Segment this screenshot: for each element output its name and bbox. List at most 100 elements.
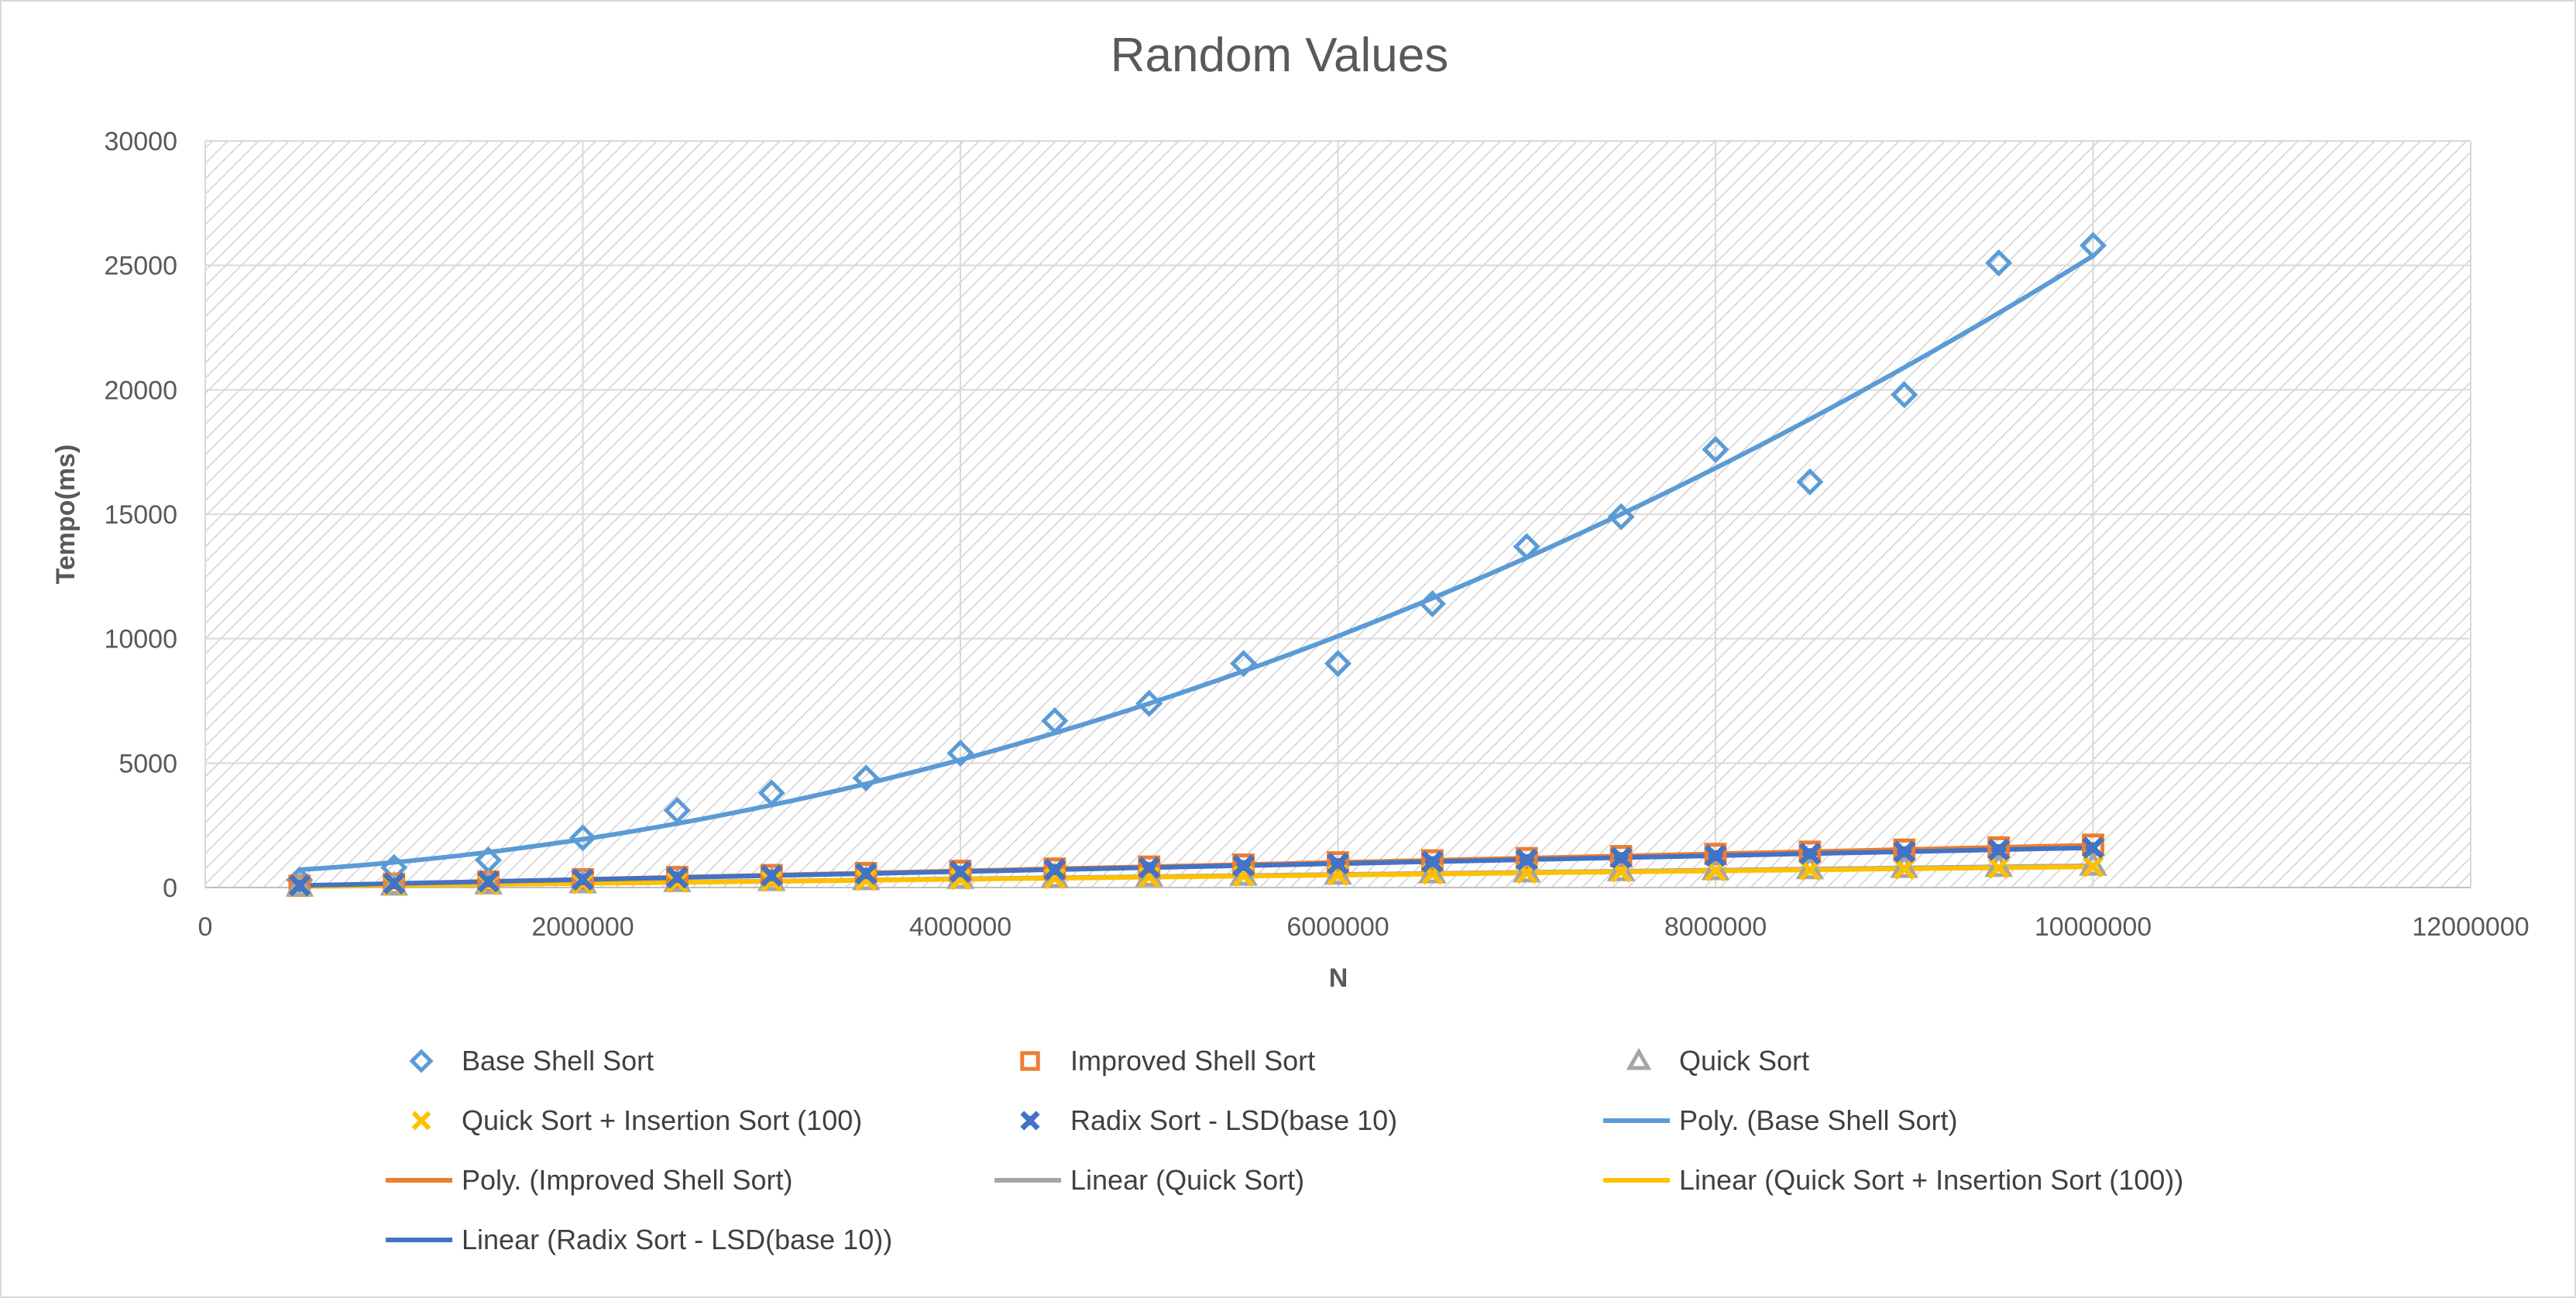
data-point: [1230, 650, 1258, 678]
data-point: [1702, 435, 1729, 463]
legend-label: Quick Sort + Insertion Sort (100): [462, 1104, 862, 1136]
trendline: [297, 845, 2096, 888]
data-point: [1418, 858, 1447, 884]
data-point: [1701, 855, 1730, 881]
data-point: [1795, 854, 1825, 880]
data-point: [1796, 468, 1824, 496]
data-point: [572, 868, 594, 891]
data-point: [383, 872, 406, 895]
data-point: [288, 874, 311, 897]
data-point: [1606, 856, 1636, 881]
data-point: [666, 866, 689, 889]
legend-item: Linear (Quick Sort): [994, 1164, 1304, 1196]
data-point: [757, 779, 785, 807]
legend-label: Radix Sort - LSD(base 10): [1070, 1104, 1397, 1136]
data-point: [411, 1111, 431, 1131]
data-point: [949, 868, 972, 891]
data-point: [1020, 1111, 1040, 1131]
x-tick-label: 4000000: [909, 912, 1012, 942]
x-tick-label: 10000000: [2035, 912, 2152, 942]
data-point: [1513, 533, 1540, 561]
x-tick-label: 8000000: [1664, 912, 1767, 942]
data-point: [380, 870, 409, 896]
gridlines: [204, 140, 2471, 888]
data-point: [1420, 850, 1444, 873]
legend-label: Linear (Quick Sort): [1070, 1164, 1304, 1196]
legend-item: Quick Sort + Insertion Sort (100): [411, 1104, 862, 1136]
data-point: [2082, 855, 2104, 878]
data-point: [946, 739, 974, 767]
x-tick-label: 12000000: [2412, 912, 2529, 942]
data-point: [760, 864, 783, 887]
y-tick-label: 30000: [104, 127, 177, 156]
data-point: [1418, 590, 1446, 618]
trendline: [297, 253, 2096, 872]
legend-item: Poly. (Base Shell Sort): [1603, 1104, 1957, 1136]
data-point: [1798, 859, 1821, 881]
trendlines: [297, 253, 2096, 889]
data-points: [285, 232, 2107, 898]
y-tick-label: 0: [163, 874, 177, 903]
legend-label: Quick Sort: [1679, 1045, 1809, 1077]
data-point: [1232, 854, 1255, 877]
x-tick-label: 0: [198, 912, 213, 942]
data-point: [852, 764, 880, 792]
y-tick-label: 20000: [104, 376, 177, 405]
legend-item: Base Shell Sort: [409, 1045, 654, 1077]
data-point: [1020, 1051, 1040, 1071]
y-tick-label: 25000: [104, 252, 177, 281]
data-point: [1798, 842, 1822, 865]
data-point: [949, 860, 972, 883]
legend-label: Improved Shell Sort: [1070, 1045, 1315, 1077]
data-point: [1626, 1047, 1652, 1070]
data-point: [1987, 838, 2010, 861]
legend-label: Linear (Radix Sort - LSD(base 10)): [462, 1224, 892, 1255]
data-point: [1704, 844, 1727, 867]
data-point: [285, 871, 314, 897]
data-point: [1609, 846, 1633, 869]
legend-label: Base Shell Sort: [462, 1045, 654, 1077]
data-point: [1327, 852, 1349, 875]
data-point: [409, 1049, 434, 1073]
data-point: [1609, 845, 1633, 867]
legend-item: Poly. (Improved Shell Sort): [386, 1164, 792, 1196]
data-point: [1515, 846, 1538, 870]
data-point: [477, 870, 500, 893]
data-point: [474, 869, 503, 895]
legend-label: Poly. (Improved Shell Sort): [462, 1164, 792, 1196]
y-tick-label: 15000: [104, 500, 177, 530]
data-point: [1420, 849, 1444, 872]
data-point: [854, 862, 878, 885]
data-point: [1515, 848, 1538, 871]
data-point: [568, 824, 597, 852]
data-point: [1893, 857, 1915, 880]
trendline: [297, 864, 2096, 889]
y-axis-title: Tempo(ms): [51, 445, 81, 585]
series-markers: [288, 836, 2104, 897]
x-axis-title: N: [1329, 963, 1348, 993]
legend-item: Quick Sort: [1626, 1045, 1809, 1077]
data-point: [1324, 860, 1352, 885]
legend: Base Shell Sort Improved Shell Sort Quick …: [386, 1045, 2183, 1255]
data-point: [1135, 689, 1163, 717]
legend-label: Poly. (Base Shell Sort): [1679, 1104, 1957, 1136]
y-tick-label: 5000: [118, 749, 177, 778]
data-point: [855, 869, 878, 891]
data-point: [1512, 857, 1541, 883]
data-point: [1987, 857, 2010, 879]
x-tick-label: 2000000: [531, 912, 634, 942]
legend-item: Linear (Quick Sort + Insertion Sort (100…: [1603, 1164, 2183, 1196]
data-point: [1893, 840, 1916, 864]
legend-label: Linear (Quick Sort + Insertion Sort (100…: [1679, 1164, 2183, 1196]
axes: 0 5000 10000 15000 20000 25000 30000 0 2000000 40…: [104, 127, 2529, 942]
x-tick-label: 6000000: [1286, 912, 1389, 942]
data-point: [1041, 707, 1069, 735]
data-point: [1138, 856, 1161, 879]
data-point: [1891, 381, 1918, 409]
data-point: [1985, 249, 2013, 276]
data-point: [663, 796, 691, 824]
legend-item: Improved Shell Sort: [1020, 1045, 1315, 1077]
data-point: [2079, 232, 2107, 259]
